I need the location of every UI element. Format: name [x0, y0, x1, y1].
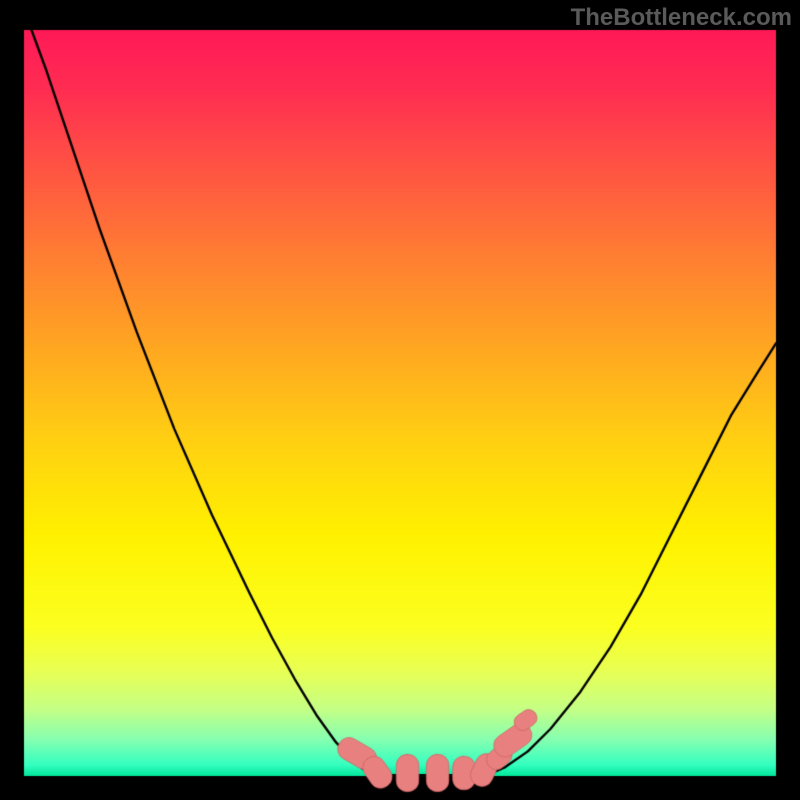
chart-root: TheBottleneck.com	[0, 0, 800, 800]
watermark-text: TheBottleneck.com	[571, 4, 792, 32]
curve-overlay	[0, 0, 800, 800]
